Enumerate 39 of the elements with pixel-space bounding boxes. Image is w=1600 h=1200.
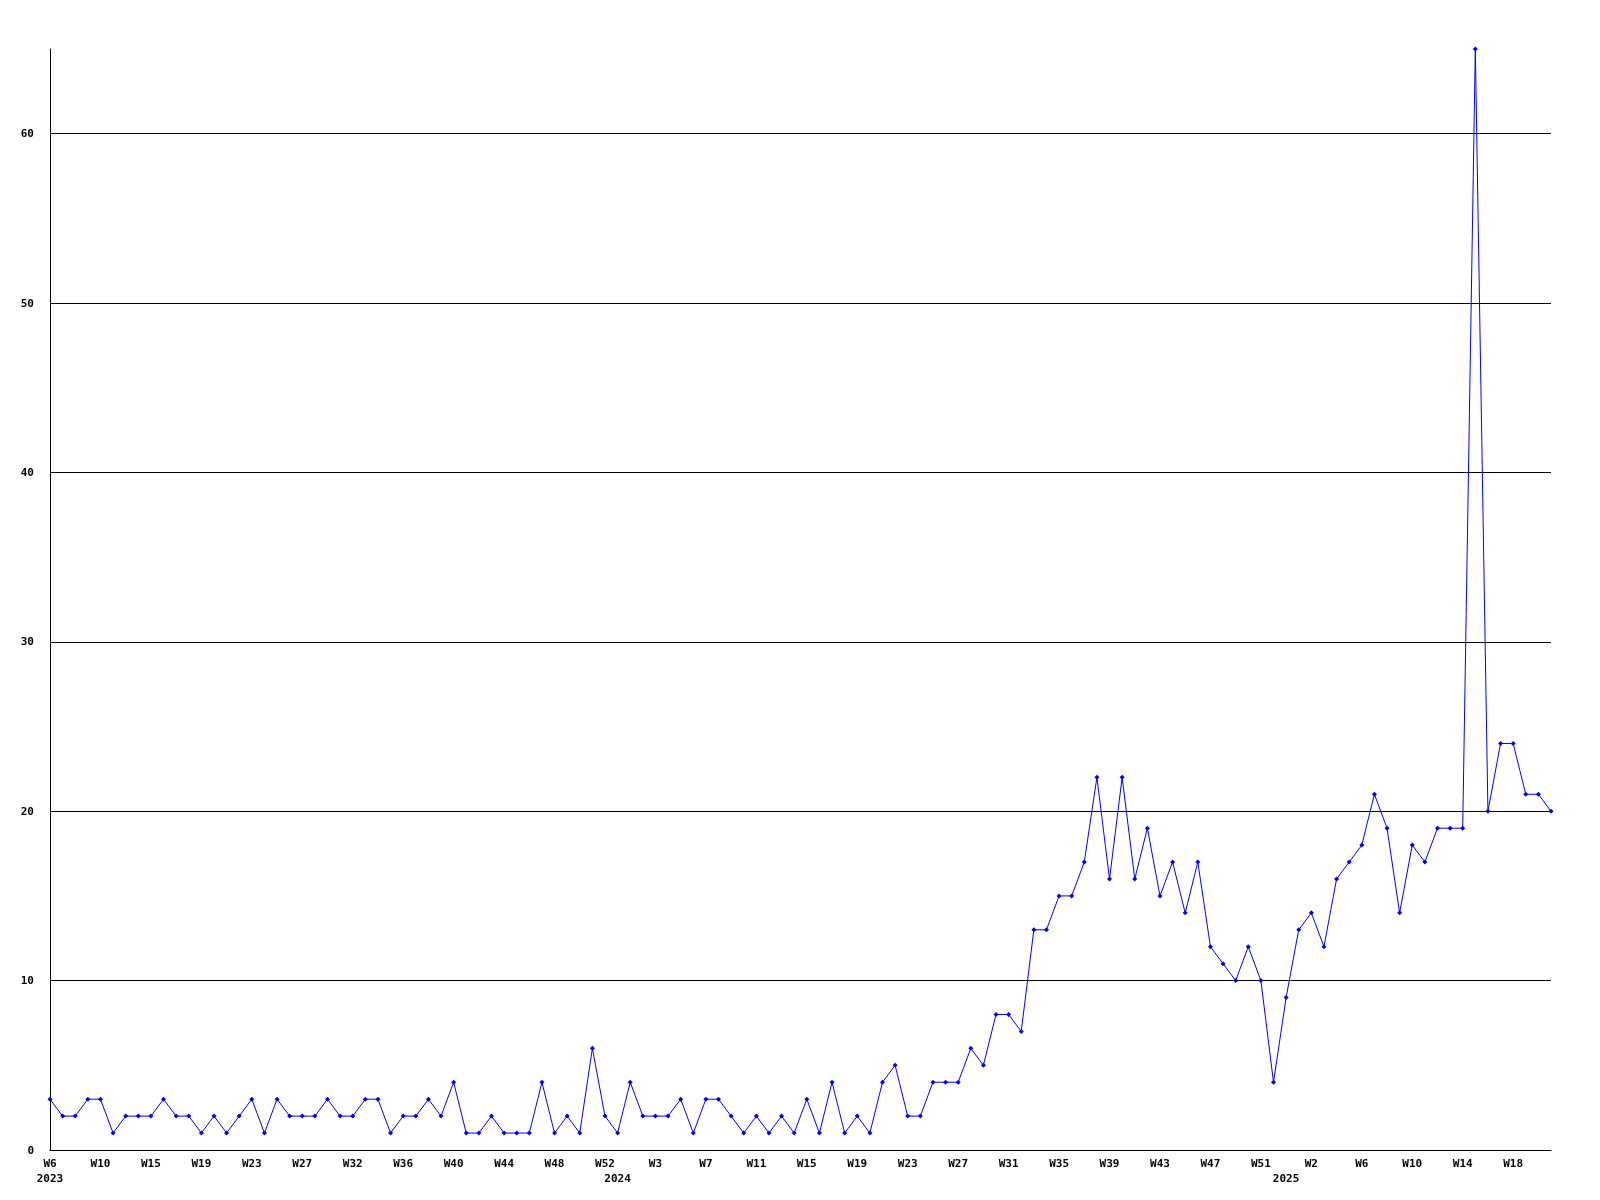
y-tick-label: 40 xyxy=(20,465,34,479)
x-tick-label: W19 xyxy=(191,1157,212,1170)
x-tick-label: W27 xyxy=(292,1157,313,1170)
x-tick-label: W15 xyxy=(796,1157,817,1170)
x-tick-label: W11 xyxy=(746,1157,767,1170)
y-tick-label: 10 xyxy=(20,974,34,988)
x-tick-label: W6 xyxy=(1355,1157,1369,1170)
x-tick-label: W48 xyxy=(544,1157,565,1170)
y-tick-label: 20 xyxy=(20,804,34,818)
x-tick-label: W31 xyxy=(998,1157,1019,1170)
x-tick-label: W14 xyxy=(1452,1157,1474,1170)
x-tick-label: W23 xyxy=(241,1157,262,1170)
x-tick-label: W15 xyxy=(140,1157,161,1170)
x-tick-label: W10 xyxy=(90,1157,111,1170)
x-tick-label: 2025 xyxy=(1272,1172,1300,1185)
x-tick-label: W3 xyxy=(648,1157,663,1170)
x-tick-label: W19 xyxy=(847,1157,868,1170)
x-tick-label: W23 xyxy=(897,1157,918,1170)
x-tick-label: W32 xyxy=(342,1157,363,1170)
x-tick-label: W43 xyxy=(1150,1157,1170,1170)
x-tick-label: W10 xyxy=(1402,1157,1423,1170)
x-tick-label: W18 xyxy=(1503,1157,1524,1170)
x-tick-label: W27 xyxy=(948,1157,969,1170)
x-tick-label: W2 xyxy=(1304,1157,1318,1170)
x-tick-label: 2024 xyxy=(604,1172,632,1185)
x-tick-label: W35 xyxy=(1049,1157,1070,1170)
x-tick-label: W52 xyxy=(595,1157,615,1170)
y-tick-label: 50 xyxy=(20,296,34,310)
x-tick-label: W39 xyxy=(1099,1157,1120,1170)
x-tick-label: W36 xyxy=(393,1157,414,1170)
x-tick-label: W6 2023 xyxy=(36,1157,64,1185)
y-tick-label: 0 xyxy=(27,1143,34,1157)
y-tick-label: 60 xyxy=(20,127,34,141)
x-tick-label: W47 xyxy=(1200,1157,1221,1170)
x-tick-label: W44 xyxy=(494,1157,515,1170)
x-tick-label: W40 xyxy=(443,1157,464,1170)
x-tick-label: W51 xyxy=(1250,1157,1272,1170)
y-tick-label: 30 xyxy=(20,635,34,649)
x-tick-label: W7 xyxy=(699,1157,713,1170)
